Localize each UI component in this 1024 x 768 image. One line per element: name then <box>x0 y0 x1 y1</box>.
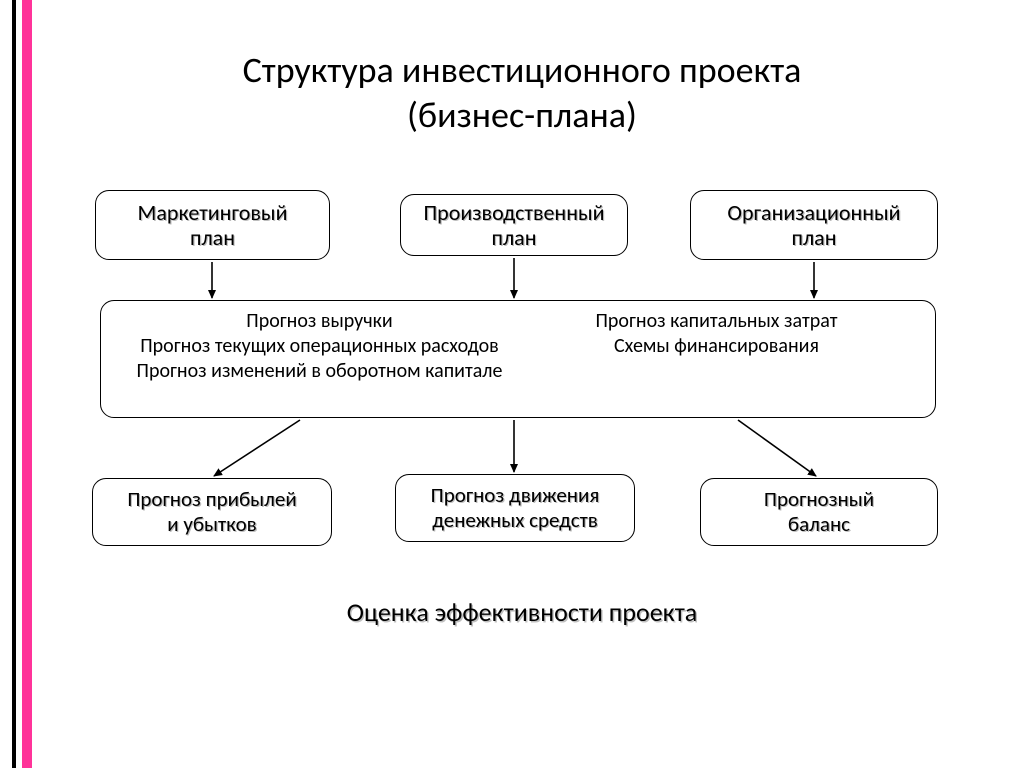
title-line-1: Структура инвестиционного проекта <box>243 48 802 92</box>
node-production-plan: Производственный план <box>400 194 628 256</box>
node-label: Прогноз движения денежных средств <box>431 483 600 533</box>
arrow <box>214 420 300 476</box>
footer-evaluation: Оценка эффективности проекта <box>80 596 964 628</box>
slide-title: Структура инвестиционного проекта (бизне… <box>80 48 964 138</box>
forecast-line: Прогноз выручки <box>129 309 510 334</box>
node-cashflow-forecast: Прогноз движения денежных средств <box>395 474 635 542</box>
arrow <box>738 420 816 476</box>
node-label: Прогнозный баланс <box>764 487 874 537</box>
forecasts-left-column: Прогноз выручки Прогноз текущих операцио… <box>129 309 510 384</box>
node-label: Производственный план <box>424 200 605 251</box>
forecast-line: Прогноз текущих операционных расходов <box>129 334 510 359</box>
forecast-line: Прогноз капитальных затрат <box>526 309 907 334</box>
node-organizational-plan: Организационный план <box>690 190 938 260</box>
accent-bar-pink <box>22 0 32 768</box>
node-forecasts: Прогноз выручки Прогноз текущих операцио… <box>100 300 936 418</box>
forecasts-right-column: Прогноз капитальных затрат Схемы финанси… <box>526 309 907 359</box>
node-label: Организационный план <box>727 200 900 251</box>
accent-bar-black <box>12 0 16 768</box>
node-label: Маркетинговый план <box>138 200 288 251</box>
forecast-line: Схемы финансирования <box>526 334 907 359</box>
node-balance-forecast: Прогнозный баланс <box>700 478 938 546</box>
node-label: Прогноз прибылей и убытков <box>127 487 296 537</box>
node-marketing-plan: Маркетинговый план <box>95 190 330 260</box>
slide-canvas: Структура инвестиционного проекта (бизне… <box>0 0 1024 768</box>
forecast-line: Прогноз изменений в оборотном капитале <box>129 359 510 384</box>
node-profit-loss-forecast: Прогноз прибылей и убытков <box>92 478 332 546</box>
title-line-2: (бизнес-плана) <box>407 93 637 137</box>
